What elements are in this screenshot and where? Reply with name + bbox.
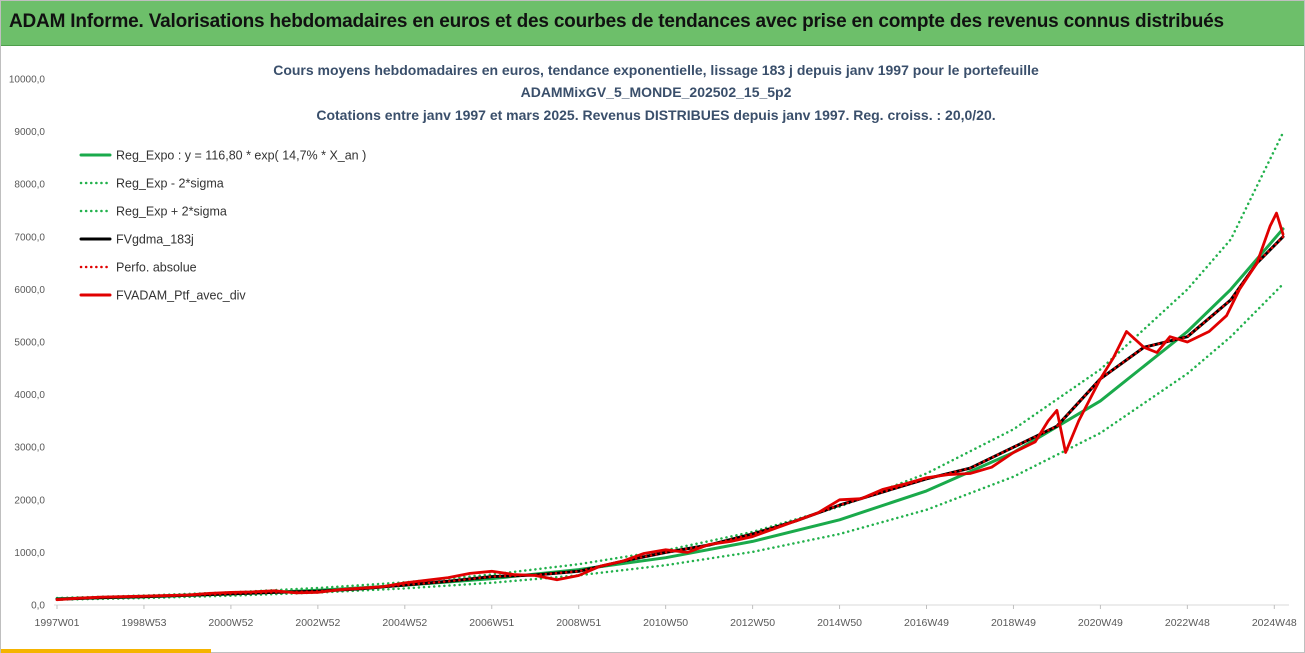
line-chart: Cours moyens hebdomadaires en euros, ten…	[1, 46, 1304, 652]
y-tick-label: 8000,0	[14, 180, 45, 191]
x-tick-label: 2024W48	[1252, 617, 1297, 629]
series-layer	[55, 131, 1285, 602]
x-tick-label: 2018W49	[991, 617, 1036, 629]
legend-label-3: FVgdma_183j	[116, 233, 194, 247]
header-bar: ADAM Informe. Valorisations hebdomadaire…	[1, 1, 1304, 46]
series-line-1	[55, 282, 1285, 601]
y-tick-label: 9000,0	[14, 127, 45, 138]
bottom-accent-bar	[1, 649, 211, 653]
series-line-4	[55, 235, 1285, 601]
y-tick-label: 1000,0	[14, 548, 45, 559]
x-tick-label: 2002W52	[295, 617, 340, 629]
x-tick-label: 2020W49	[1078, 617, 1123, 629]
x-tick-label: 1998W53	[121, 617, 166, 629]
legend-label-4: Perfo. absolue	[116, 261, 197, 275]
x-tick-label: 2000W52	[208, 617, 253, 629]
y-tick-label: 2000,0	[14, 495, 45, 506]
y-tick-label: 0,0	[31, 601, 45, 612]
legend-label-2: Reg_Exp + 2*sigma	[116, 205, 227, 219]
x-tick-label: 2014W50	[817, 617, 862, 629]
chart-title-line-3: Cotations entre janv 1997 et mars 2025. …	[316, 107, 995, 123]
chart-titles: Cours moyens hebdomadaires en euros, ten…	[273, 62, 1039, 123]
legend-label-1: Reg_Exp - 2*sigma	[116, 177, 224, 191]
chart-title-line-1: Cours moyens hebdomadaires en euros, ten…	[273, 62, 1039, 78]
x-tick-label: 2004W52	[382, 617, 427, 629]
legend-label-5: FVADAM_Ptf_avec_div	[116, 289, 246, 303]
legend: Reg_Expo : y = 116,80 * exp( 14,7% * X_a…	[79, 149, 366, 303]
plot-background	[1, 46, 1304, 652]
x-tick-label: 2012W50	[730, 617, 775, 629]
legend-label-0: Reg_Expo : y = 116,80 * exp( 14,7% * X_a…	[116, 149, 366, 163]
y-axis: 0,0 1000,0 2000,0 3000,0 4000,0 5000,0 6000,0 7…	[9, 75, 46, 612]
x-tick-label: 2008W51	[556, 617, 601, 629]
y-tick-label: 5000,0	[14, 338, 45, 349]
x-tick-label: 2016W49	[904, 617, 949, 629]
series-line-5	[55, 211, 1285, 602]
y-tick-label: 7000,0	[14, 232, 45, 243]
x-tick-label: 2010W50	[643, 617, 688, 629]
y-tick-label: 6000,0	[14, 285, 45, 296]
chart-title-line-2: ADAMMixGV_5_MONDE_202502_15_5p2	[521, 84, 792, 100]
y-tick-label: 10000,0	[9, 75, 46, 86]
y-tick-label: 4000,0	[14, 390, 45, 401]
x-tick-label: 2006W51	[469, 617, 514, 629]
y-tick-label: 3000,0	[14, 443, 45, 454]
x-tick-label: 2022W48	[1165, 617, 1210, 629]
page-title: ADAM Informe. Valorisations hebdomadaire…	[9, 11, 1224, 32]
x-tick-label: 1997W01	[35, 617, 80, 629]
x-axis: 1997W01 1998W53 2000W52 2002W52 2004W52 2006W…	[35, 605, 1297, 629]
